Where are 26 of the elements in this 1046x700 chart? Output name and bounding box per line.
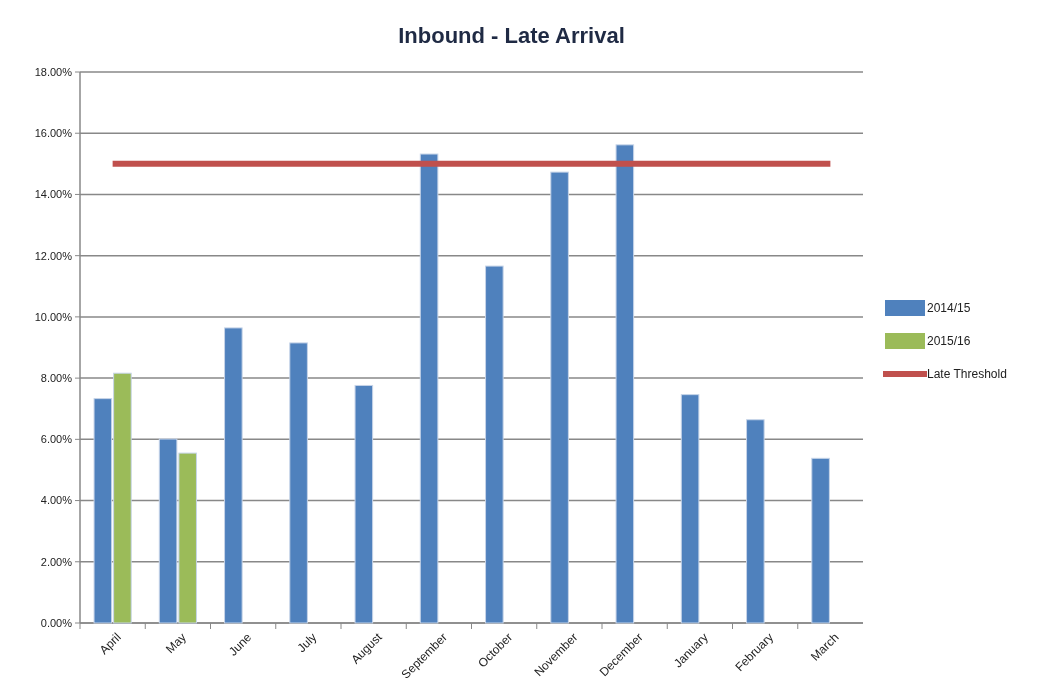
y-tick-label: 16.00% [34,127,73,140]
y-tick-label: 6.00% [40,433,73,446]
bar [419,153,439,624]
bar [289,342,308,624]
chart-title: Inbound - Late Arrival [398,23,625,48]
y-tick-label: 12.00% [34,249,73,262]
y-tick-label: 8.00% [40,371,73,384]
y-tick-label: 18.00% [34,65,73,78]
x-tick-label: May [163,630,189,657]
y-tick-label: 10.00% [34,310,73,323]
y-tick-label: 2.00% [40,555,73,568]
bar [224,327,243,624]
bar [615,144,635,624]
bar [811,457,830,624]
y-tick-label: 14.00% [34,188,73,201]
bar [485,265,504,624]
legend-label: Late Threshold [927,367,1007,382]
legend-label: 2015/16 [927,334,971,349]
bar [354,384,374,624]
y-tick-label: 0.00% [40,616,73,629]
bar [680,394,700,624]
x-tick-label: July [294,630,320,656]
bar [550,171,569,624]
legend-label: 2014/15 [927,301,971,316]
y-tick-label: 4.00% [40,494,73,507]
bar [746,419,765,624]
